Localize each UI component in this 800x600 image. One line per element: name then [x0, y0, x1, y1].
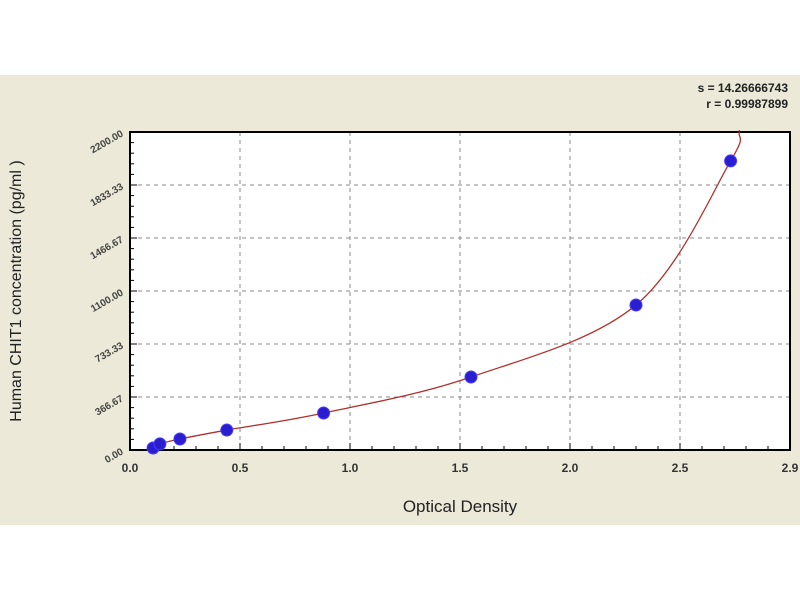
x-tick-label: 0.0 [122, 461, 139, 475]
x-tick-label: 2.5 [672, 461, 689, 475]
x-tick-label: 1.0 [342, 461, 359, 475]
y-tick-label: 1100.00 [89, 287, 126, 315]
y-tick-label: 2200.00 [89, 128, 126, 156]
y-tick-label: 1833.33 [89, 181, 126, 209]
x-tick-label: 0.5 [232, 461, 249, 475]
x-axis-label: Optical Density [402, 497, 518, 516]
x-tick-label: 2.9 [782, 461, 799, 475]
y-tick-label: 366.67 [94, 393, 126, 418]
data-point [724, 154, 738, 168]
y-axis-label: Human CHIT1 concentration (pg/ml ) [8, 160, 25, 422]
x-tick-label: 2.0 [562, 461, 579, 475]
data-point [464, 370, 478, 384]
data-point [317, 406, 331, 420]
y-tick-label: 1466.67 [89, 234, 126, 262]
data-point [153, 437, 167, 451]
stat-s: s = 14.26666743 [697, 81, 788, 95]
data-point [220, 423, 234, 437]
data-point [629, 298, 643, 312]
y-tick-label: 733.33 [94, 340, 126, 365]
data-point [173, 432, 187, 446]
x-tick-label: 1.5 [452, 461, 469, 475]
stat-r: r = 0.99987899 [706, 97, 788, 111]
fit-curve [152, 129, 742, 449]
